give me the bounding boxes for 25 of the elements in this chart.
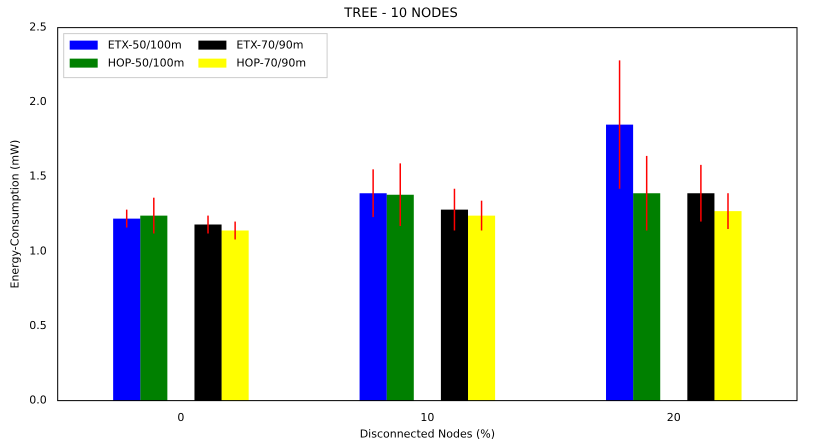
- x-tick-label: 20: [666, 411, 681, 424]
- bar: [386, 194, 414, 401]
- bar: [468, 216, 496, 401]
- x-axis-title: Disconnected Nodes (%): [360, 427, 496, 440]
- bar: [633, 193, 660, 401]
- chart-title: TREE - 10 NODES: [343, 6, 458, 22]
- bar: [360, 193, 387, 401]
- legend-label: HOP-50/100m: [108, 56, 184, 70]
- bar: [714, 211, 742, 401]
- y-tick-label: 0.5: [29, 318, 47, 332]
- y-tick-label: 2.0: [29, 95, 47, 108]
- y-tick-label: 2.5: [29, 20, 47, 34]
- bar: [140, 216, 168, 401]
- legend-label: ETX-50/100m: [108, 38, 182, 52]
- legend-label: HOP-70/90m: [236, 56, 306, 70]
- legend-label: ETX-70/90m: [236, 38, 304, 52]
- y-tick-label: 1.0: [29, 244, 47, 258]
- x-tick-label: 10: [420, 411, 434, 424]
- bar: [222, 230, 249, 401]
- bar: [113, 218, 140, 401]
- y-tick-label: 1.5: [29, 170, 47, 183]
- y-axis-title: Energy-Consumption (mW): [8, 140, 22, 289]
- y-tick-label: 0.0: [29, 393, 47, 406]
- x-tick-label: 0: [177, 411, 184, 424]
- bar: [606, 124, 634, 401]
